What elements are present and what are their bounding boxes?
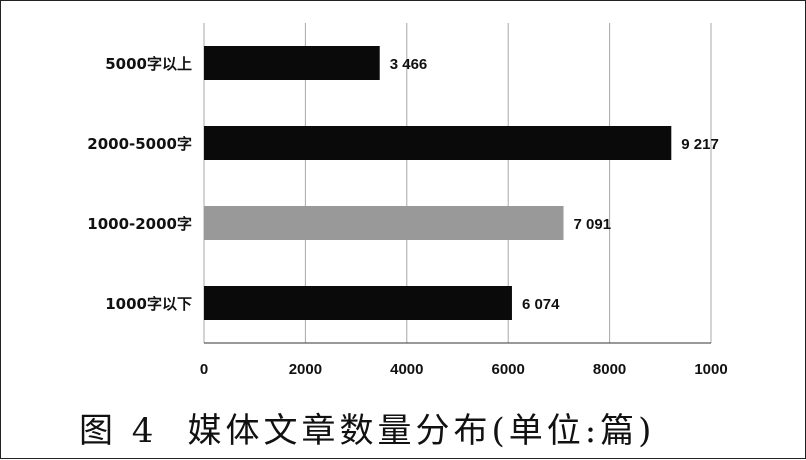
data-label: 9 217 xyxy=(681,136,719,153)
x-tick-label: 4000 xyxy=(390,361,423,378)
category-label: 5000字以上 xyxy=(105,55,192,73)
bar xyxy=(204,286,512,320)
data-label: 3 466 xyxy=(390,56,428,73)
category-label: 1000字以下 xyxy=(105,295,192,313)
data-label: 6 074 xyxy=(522,296,560,313)
bar xyxy=(204,126,672,160)
x-tick-label: 0 xyxy=(200,361,208,378)
category-label: 1000-2000字 xyxy=(87,215,192,233)
bar xyxy=(204,46,380,80)
figure-label: 图 4 xyxy=(79,411,158,451)
figure-title: 媒体文章数量分布(单位:篇) xyxy=(187,411,656,451)
figure-caption: 图 4 媒体文章数量分布(单位:篇) xyxy=(79,403,655,452)
bar xyxy=(204,206,564,240)
data-label: 7 091 xyxy=(574,216,612,233)
category-label: 2000-5000字 xyxy=(87,135,192,153)
x-tick-label: 2000 xyxy=(289,361,322,378)
x-tick-label: 6000 xyxy=(492,361,525,378)
x-tick-label: 8000 xyxy=(593,361,626,378)
x-tick-label: 1000 xyxy=(694,361,727,378)
